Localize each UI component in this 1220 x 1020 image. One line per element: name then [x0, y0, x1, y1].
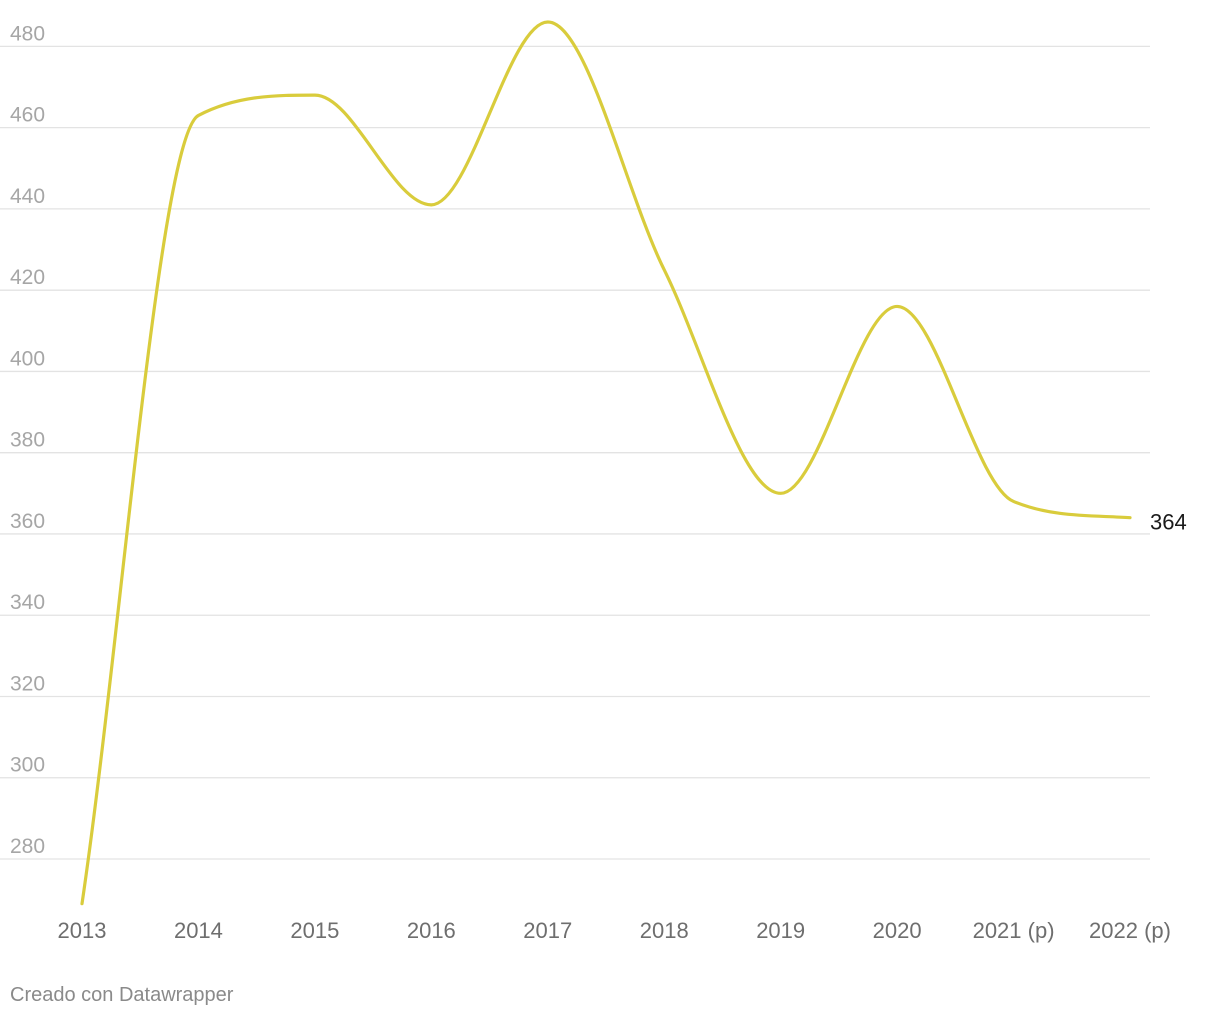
x-tick-label: 2015 — [290, 918, 339, 943]
grid-layer — [0, 45, 1150, 860]
x-tick-label: 2020 — [873, 918, 922, 943]
x-tick-label: 2019 — [756, 918, 805, 943]
y-tick-label: 460 — [10, 104, 45, 127]
end-value-label: 364 — [1150, 510, 1187, 535]
label-layer: 364 — [1150, 510, 1187, 535]
x-tick-label: 2013 — [58, 918, 107, 943]
y-tick-label: 280 — [10, 835, 45, 858]
x-tick-label: 2016 — [407, 918, 456, 943]
y-tick-label: 300 — [10, 754, 45, 777]
credit-footer: Creado con Datawrapper — [10, 984, 234, 1006]
y-tick-label: 380 — [10, 429, 45, 452]
y-tick-label: 400 — [10, 347, 45, 370]
x-tick-label: 2018 — [640, 918, 689, 943]
y-tick-label: 480 — [10, 22, 45, 45]
y-tick-label: 320 — [10, 672, 45, 695]
y-tick-label: 360 — [10, 510, 45, 533]
y-tick-label: 440 — [10, 185, 45, 208]
series-layer — [80, 20, 1132, 906]
y-axis-ticks: 280 300 320 340 360 380 400 420 440 460 480 — [10, 22, 45, 858]
y-tick-label: 340 — [10, 591, 45, 614]
x-tick-label: 2014 — [174, 918, 223, 943]
series-line — [80, 20, 1132, 906]
x-axis-ticks: 2013 2014 2015 2016 2017 2018 2019 2020 2021 (p)… — [58, 918, 1171, 943]
x-tick-label: 2017 — [523, 918, 572, 943]
x-tick-label: 2021 (p) — [973, 918, 1055, 943]
x-tick-label: 2022 (p) — [1089, 918, 1171, 943]
y-tick-label: 420 — [10, 266, 45, 289]
